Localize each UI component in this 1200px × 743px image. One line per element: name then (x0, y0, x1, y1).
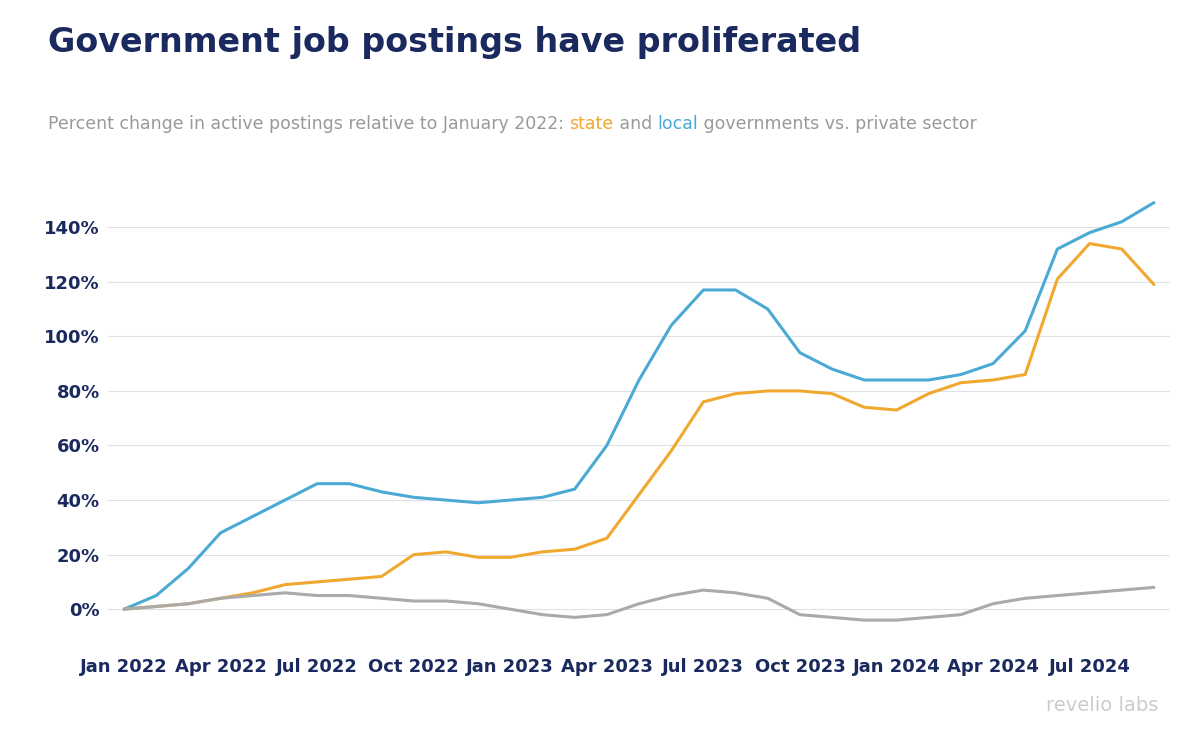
Text: Government job postings have proliferated: Government job postings have proliferate… (48, 26, 862, 59)
Text: local: local (658, 115, 698, 133)
Text: governments vs. private sector: governments vs. private sector (698, 115, 977, 133)
Text: revelio labs: revelio labs (1045, 695, 1158, 715)
Text: state: state (570, 115, 613, 133)
Text: Percent change in active postings relative to January 2022:: Percent change in active postings relati… (48, 115, 570, 133)
Text: and: and (613, 115, 658, 133)
